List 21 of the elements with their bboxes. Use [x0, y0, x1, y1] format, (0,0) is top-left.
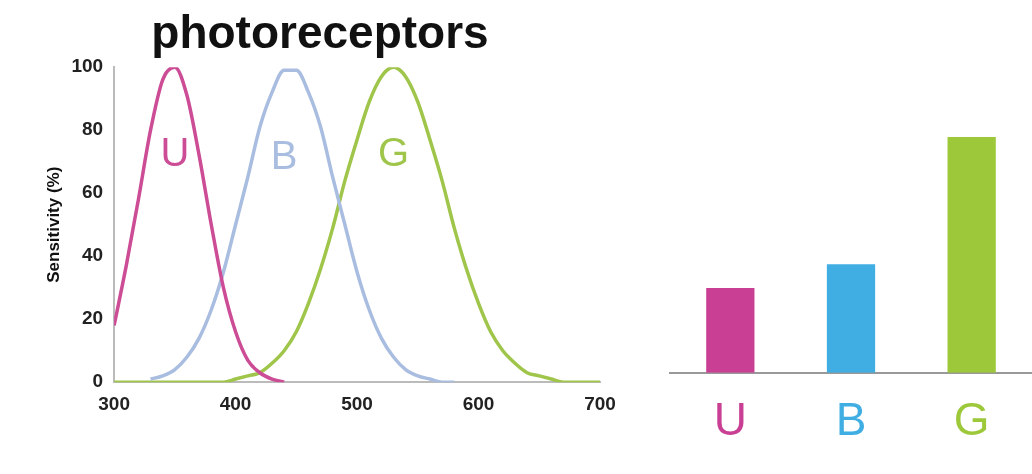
- x-tick-label: 600: [462, 392, 495, 414]
- x-tick-label: B: [835, 393, 867, 446]
- x-tick-label: 300: [98, 392, 130, 414]
- x-tick-label: 700: [584, 392, 616, 414]
- y-tick-label: 80: [81, 118, 104, 140]
- line-series: [114, 67, 600, 383]
- series-label: U: [160, 130, 190, 175]
- x-tick-label: 400: [219, 392, 252, 414]
- y-tick-label: 0: [92, 370, 104, 392]
- x-tick-label: U: [713, 393, 747, 446]
- chart-title: photoreceptors: [151, 6, 489, 59]
- y-tick-label: 100: [71, 55, 104, 77]
- x-tick-label: G: [953, 393, 990, 446]
- line-series: [148, 68, 456, 383]
- y-axis-title: Sensitivity (%): [43, 166, 63, 283]
- x-tick-label: 500: [341, 392, 373, 414]
- series-label: G: [377, 130, 410, 175]
- y-tick-label: 40: [81, 244, 104, 266]
- y-tick-label: 20: [81, 307, 104, 329]
- y-tick-label: 60: [81, 181, 104, 203]
- series-label: B: [270, 132, 298, 177]
